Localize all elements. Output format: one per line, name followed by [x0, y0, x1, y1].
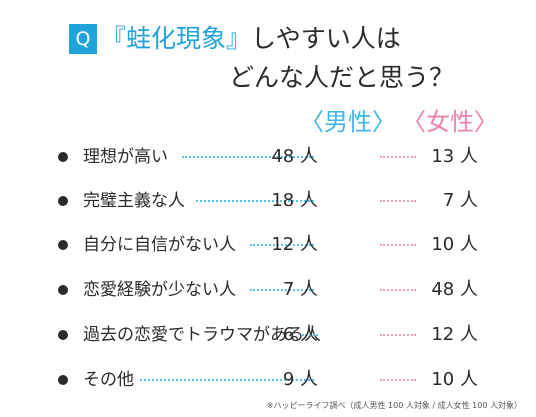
- male-dotted-leader: [250, 244, 314, 246]
- row-label: 完璧主義な人: [83, 191, 185, 211]
- male-dotted-leader: [250, 289, 314, 291]
- title-line-1-rest: しやすい人は: [251, 24, 401, 53]
- male-count: 12 人: [271, 234, 318, 255]
- male-count: 7 人: [282, 279, 318, 300]
- male-count: 6 人: [282, 324, 318, 345]
- bullet-icon: [58, 285, 68, 295]
- title-line-1: 『蛙化現象』しやすい人は: [101, 22, 401, 56]
- bullet-icon: [58, 152, 68, 162]
- female-dotted-leader: [380, 156, 416, 158]
- female-dotted-leader: [380, 244, 416, 246]
- title-accent: 『蛙化現象』: [101, 24, 252, 53]
- male-count: 9 人: [282, 369, 318, 390]
- male-dotted-leader: [196, 200, 314, 202]
- title-line-2: どんな人だと思う？: [229, 63, 455, 92]
- result-row: その他 9 人 10 人: [0, 365, 536, 395]
- female-count: 10 人: [431, 369, 478, 390]
- male-count: 48 人: [271, 146, 318, 167]
- result-row: 理想が高い 48 人 13 人: [0, 142, 536, 172]
- female-count: 48 人: [431, 279, 478, 300]
- male-dotted-leader: [182, 156, 314, 158]
- row-label: 理想が高い: [83, 147, 168, 167]
- bullet-icon: [58, 330, 68, 340]
- female-header: 〈女性〉: [402, 108, 498, 136]
- female-count: 13 人: [431, 146, 478, 167]
- female-dotted-leader: [380, 289, 416, 291]
- female-dotted-leader: [380, 200, 416, 202]
- result-row: 過去の恋愛でトラウマがある人 6 人 12 人: [0, 320, 536, 350]
- source-footnote: ※ハッピーライフ調べ（成人男性 100 人対象 / 成人女性 100 人対象）: [266, 401, 522, 410]
- female-dotted-leader: [380, 334, 416, 336]
- female-dotted-leader: [380, 379, 416, 381]
- row-label: 自分に自信がない人: [83, 235, 236, 255]
- bullet-icon: [58, 375, 68, 385]
- result-row: 自分に自信がない人 12 人 10 人: [0, 230, 536, 260]
- bullet-icon: [58, 240, 68, 250]
- result-row: 恋愛経験が少ない人 7 人 48 人: [0, 275, 536, 305]
- male-header: 〈男性〉: [300, 108, 396, 136]
- male-dotted-leader: [140, 379, 314, 381]
- bullet-icon: [58, 196, 68, 206]
- female-count: 7 人: [442, 190, 478, 211]
- result-row: 完璧主義な人 18 人 7 人: [0, 186, 536, 216]
- question-badge: Q: [69, 24, 97, 54]
- female-count: 10 人: [431, 234, 478, 255]
- row-label: 恋愛経験が少ない人: [83, 280, 236, 300]
- male-dotted-leader: [302, 334, 318, 336]
- female-count: 12 人: [431, 324, 478, 345]
- male-count: 18 人: [271, 190, 318, 211]
- row-label: 過去の恋愛でトラウマがある人: [83, 325, 321, 345]
- row-label: その他: [83, 370, 134, 390]
